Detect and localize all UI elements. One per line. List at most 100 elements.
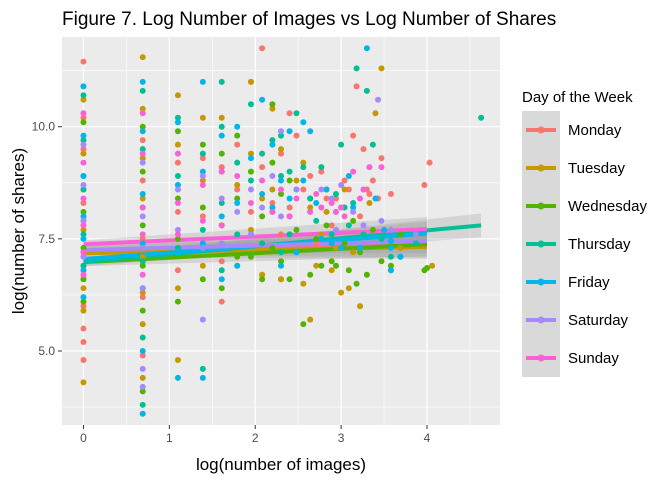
data-point (80, 231, 87, 238)
data-point (360, 231, 367, 238)
data-point (199, 204, 206, 211)
data-point (80, 141, 87, 148)
data-point (323, 222, 330, 229)
data-point (199, 316, 206, 323)
data-point (174, 356, 181, 363)
data-point (259, 177, 266, 184)
data-point (139, 285, 146, 292)
data-point (412, 231, 419, 238)
data-point (300, 321, 307, 328)
data-point (293, 226, 300, 233)
data-point (174, 114, 181, 121)
data-point (328, 267, 335, 274)
data-point (307, 271, 314, 278)
data-point (218, 267, 225, 274)
data-point (353, 83, 360, 90)
data-point (286, 204, 293, 211)
data-point (218, 150, 225, 157)
data-point (259, 213, 266, 220)
data-point (139, 177, 146, 184)
data-point (307, 173, 314, 180)
data-point (139, 347, 146, 354)
data-point (247, 186, 254, 193)
data-point (174, 150, 181, 157)
data-point (80, 186, 87, 193)
data-point (139, 235, 146, 242)
data-point (218, 78, 225, 85)
data-point (199, 173, 206, 180)
data-point (378, 235, 385, 242)
data-point (199, 226, 206, 233)
data-point (234, 208, 241, 215)
data-point (338, 141, 345, 148)
data-point (139, 146, 146, 153)
data-point (269, 204, 276, 211)
data-point (341, 213, 348, 220)
data-point (80, 307, 87, 314)
data-point (300, 186, 307, 193)
data-point (345, 186, 352, 193)
data-point (139, 388, 146, 395)
data-point (412, 240, 419, 247)
data-point (328, 231, 335, 238)
data-point (300, 177, 307, 184)
data-point (397, 231, 404, 238)
data-point (350, 132, 357, 139)
data-point (139, 123, 146, 130)
data-point (259, 240, 266, 247)
data-point (218, 298, 225, 305)
data-point (247, 177, 254, 184)
data-point (139, 410, 146, 417)
data-point (174, 92, 181, 99)
data-point (174, 226, 181, 233)
data-point (234, 186, 241, 193)
data-point (353, 65, 360, 72)
data-point (247, 78, 254, 85)
data-point (80, 267, 87, 274)
data-point (80, 150, 87, 157)
data-point (259, 150, 266, 157)
data-point (139, 244, 146, 251)
data-point (278, 173, 284, 180)
data-point (421, 182, 428, 189)
data-point (139, 168, 146, 175)
data-point (174, 173, 181, 180)
data-point (139, 352, 146, 359)
axes: 0 1 2 3 4 5.0 7.5 10.0 (32, 120, 431, 445)
data-point (80, 226, 87, 233)
data-point (247, 150, 254, 157)
data-point (80, 253, 87, 260)
data-point (278, 276, 284, 283)
data-point (199, 276, 206, 283)
data-point (332, 190, 339, 197)
data-point (80, 285, 87, 292)
data-point (286, 276, 293, 283)
data-point (345, 173, 352, 180)
data-point (199, 262, 206, 269)
data-point (80, 294, 87, 301)
data-point (357, 195, 364, 202)
data-point (139, 231, 146, 238)
data-point (278, 146, 284, 153)
data-point (247, 155, 254, 162)
data-point (139, 195, 146, 202)
data-point (139, 213, 146, 220)
data-point (323, 208, 330, 215)
data-point (199, 78, 206, 85)
data-point (247, 253, 254, 260)
legend-key-point (537, 240, 545, 248)
data-point (199, 244, 206, 251)
data-point (387, 267, 394, 274)
y-tick-label: 7.5 (38, 232, 55, 246)
data-point (139, 159, 146, 166)
data-point (80, 235, 87, 242)
data-point (218, 199, 225, 206)
data-point (218, 123, 225, 130)
data-point (350, 249, 357, 256)
data-point (174, 298, 181, 305)
data-point (234, 173, 241, 180)
data-point (80, 195, 87, 202)
legend-key-point (537, 354, 545, 362)
data-point (350, 168, 357, 175)
data-point (338, 182, 345, 189)
